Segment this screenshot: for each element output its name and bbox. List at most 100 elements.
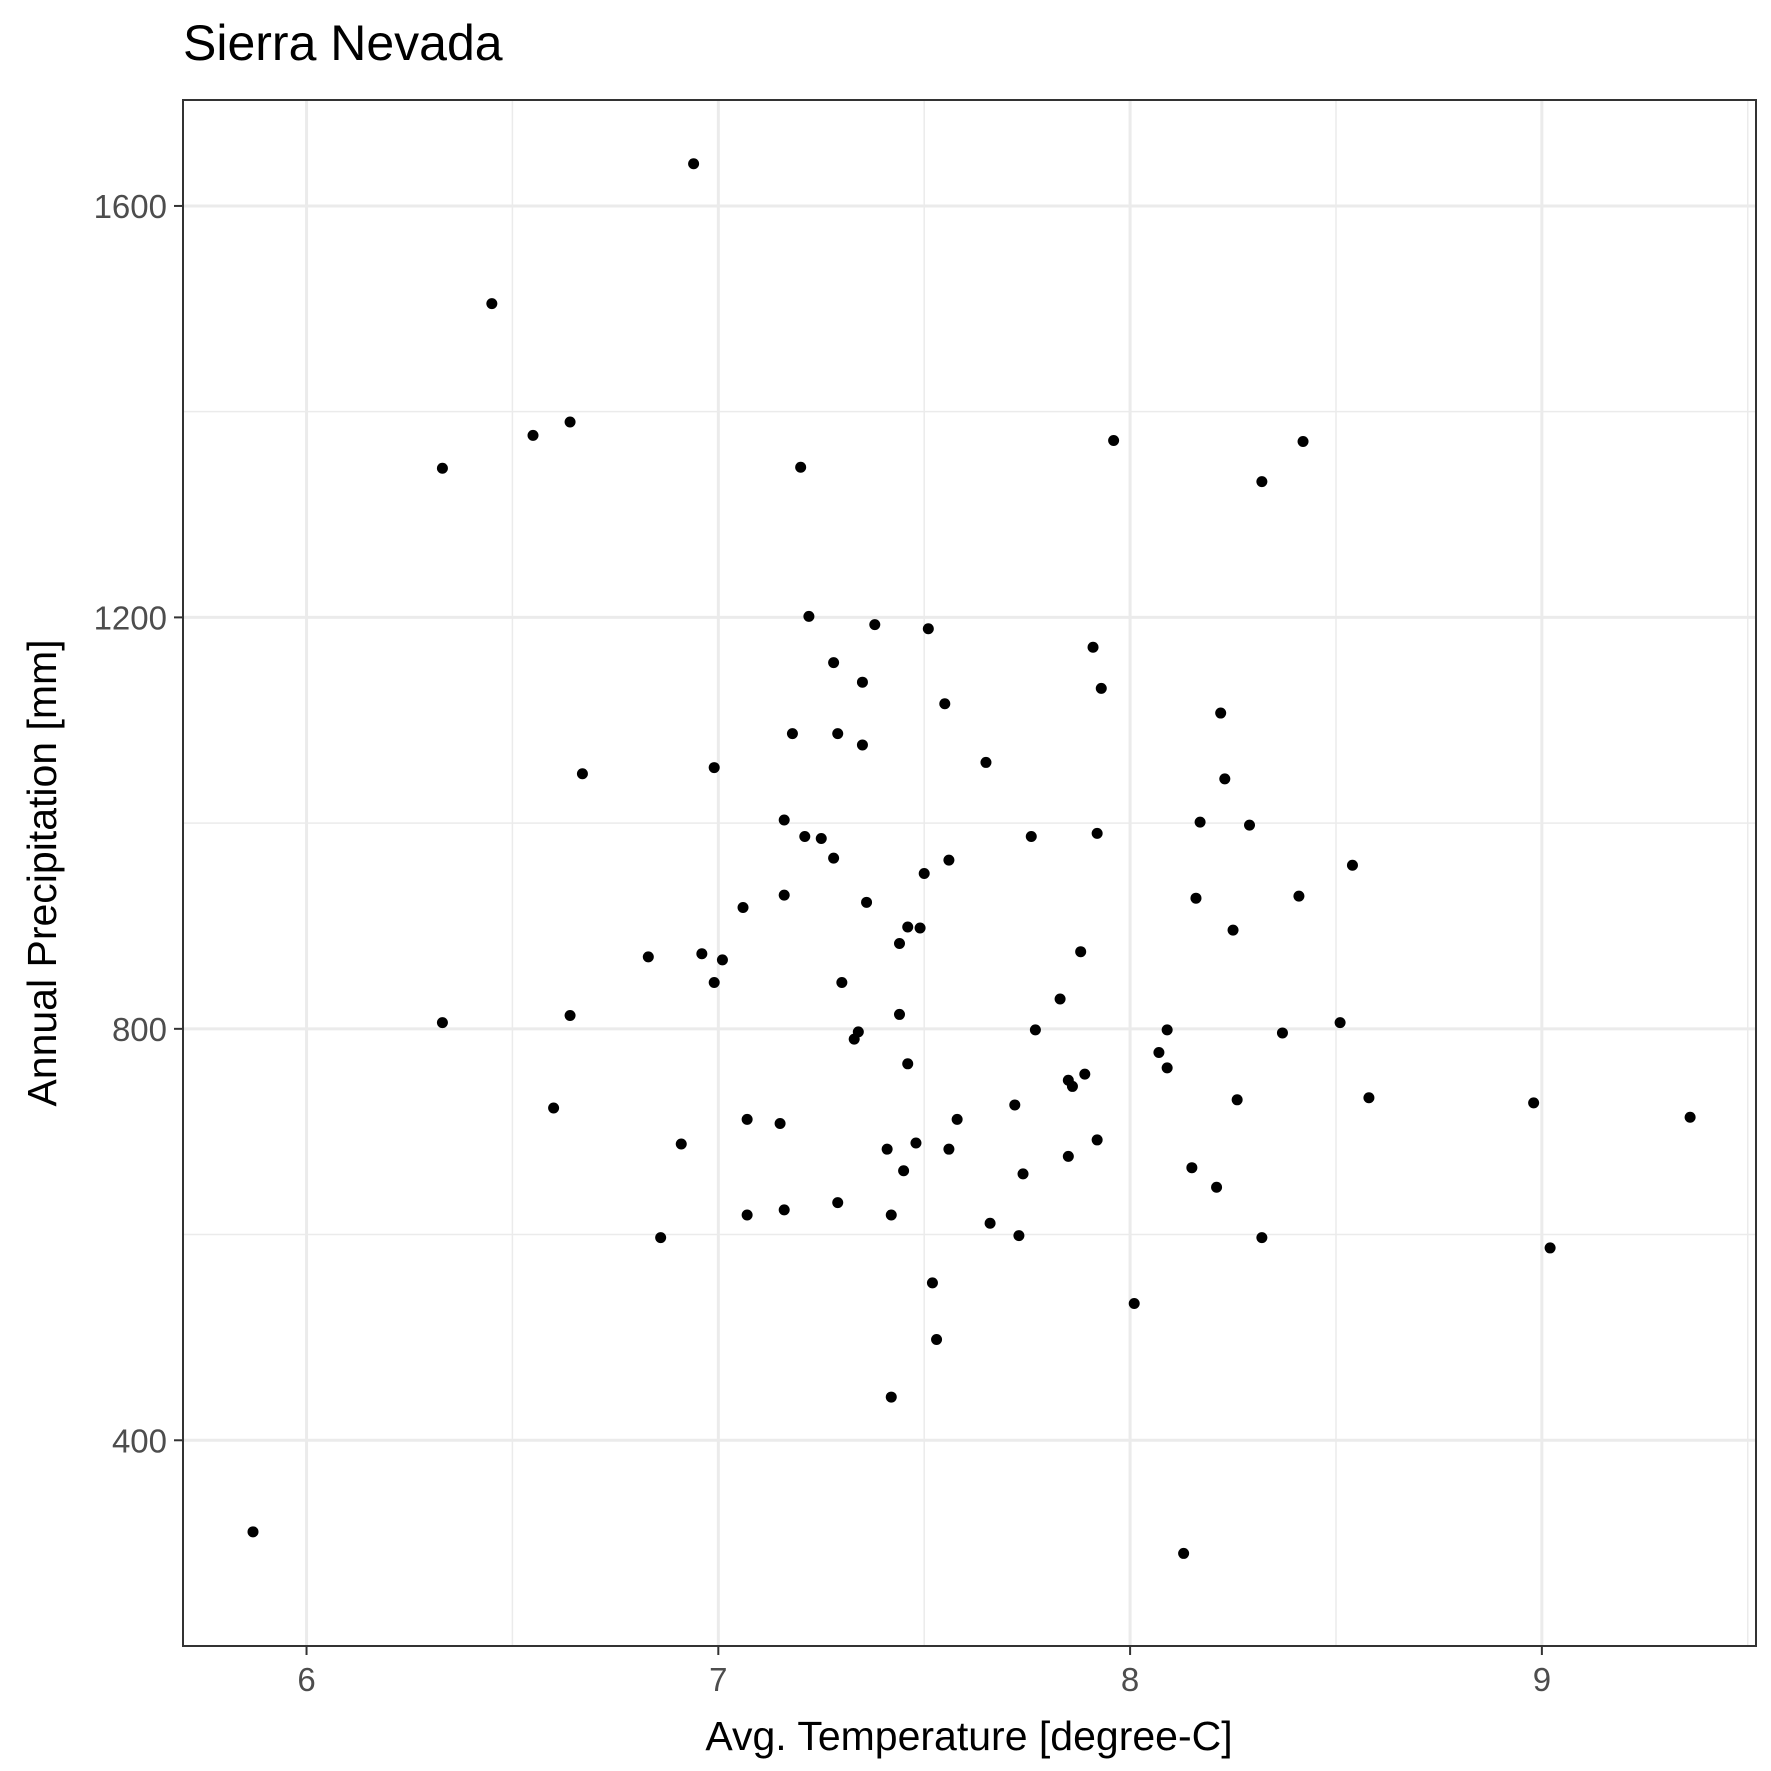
data-point [642,951,654,963]
data-point [1066,1080,1078,1092]
data-point [1108,434,1120,446]
data-point [1297,435,1309,447]
data-point [922,623,934,635]
grid-major [183,100,1756,1646]
data-point [1079,1068,1091,1080]
data-point [708,977,720,989]
data-point [1215,707,1227,719]
data-point [1231,1094,1243,1106]
data-point [885,1209,897,1221]
data-point [885,1391,897,1403]
data-point [247,1526,259,1538]
data-point [980,756,992,768]
data-point [1293,890,1305,902]
data-point [1095,682,1107,694]
x-tick-label: 6 [297,1661,315,1698]
chart-title: Sierra Nevada [183,15,503,71]
data-point [1075,946,1087,958]
data-point [832,1197,844,1209]
data-point [1025,830,1037,842]
y-tick-label: 1200 [94,599,167,636]
x-axis-ticks: 6 7 8 9 [297,1646,1551,1698]
data-point [1054,993,1066,1005]
data-point [1244,819,1256,831]
data-point [881,1143,893,1155]
data-point [926,1277,938,1289]
data-point [803,610,815,622]
data-point [1256,476,1268,488]
data-point [737,901,749,913]
data-point [832,728,844,740]
data-point [1186,1162,1198,1174]
data-point [861,896,873,908]
data-point [778,814,790,826]
data-point [856,739,868,751]
data-point [1334,1017,1346,1029]
data-point [1190,892,1202,904]
data-point [1346,859,1358,871]
x-tick-label: 9 [1533,1661,1551,1698]
data-point [910,1137,922,1149]
data-point [548,1102,560,1114]
data-point [795,461,807,473]
data-point [918,868,930,880]
data-point [828,657,840,669]
data-point [655,1232,667,1244]
data-point [902,1058,914,1070]
data-point [741,1209,753,1221]
data-point [951,1113,963,1125]
data-point [939,698,951,710]
data-point [436,462,448,474]
y-tick-label: 800 [112,1011,167,1048]
data-point [1013,1230,1025,1242]
data-point [778,889,790,901]
data-point [1211,1181,1223,1193]
data-point [1091,1134,1103,1146]
data-point [984,1217,996,1229]
x-axis-title: Avg. Temperature [degree-C] [705,1713,1232,1759]
data-point [1128,1297,1140,1309]
data-point [675,1138,687,1150]
data-point [902,921,914,933]
data-point [1009,1099,1021,1111]
data-point [1194,816,1206,828]
data-point [1161,1024,1173,1036]
data-point [1528,1097,1540,1109]
data-point [564,1009,576,1021]
data-point [1256,1232,1268,1244]
y-axis-title: Annual Precipitation [mm] [19,639,65,1106]
data-point [1178,1547,1190,1559]
data-point [786,728,798,740]
data-point [1062,1150,1074,1162]
data-point [1153,1046,1165,1058]
data-point [741,1113,753,1125]
data-point [1219,773,1231,785]
y-tick-label: 400 [112,1422,167,1459]
data-point [1091,827,1103,839]
y-axis-ticks: 400 800 1200 1600 [94,188,183,1459]
x-tick-label: 7 [709,1661,727,1698]
data-point [943,854,955,866]
data-point [708,762,720,774]
data-point [696,948,708,960]
data-point [914,922,926,934]
data-point [688,158,700,170]
data-point [436,1017,448,1029]
data-point [852,1026,864,1038]
data-point [815,833,827,845]
data-point [1029,1024,1041,1036]
data-point [799,830,811,842]
data-point [893,1008,905,1020]
data-point [943,1143,955,1155]
data-point [1087,641,1099,653]
data-point [576,768,588,780]
data-point [856,676,868,688]
data-point [778,1204,790,1216]
data-point [1276,1027,1288,1039]
data-point [564,416,576,428]
data-point [774,1117,786,1129]
data-point [486,298,498,310]
plot-border [182,99,1757,1647]
data-point [898,1165,910,1177]
